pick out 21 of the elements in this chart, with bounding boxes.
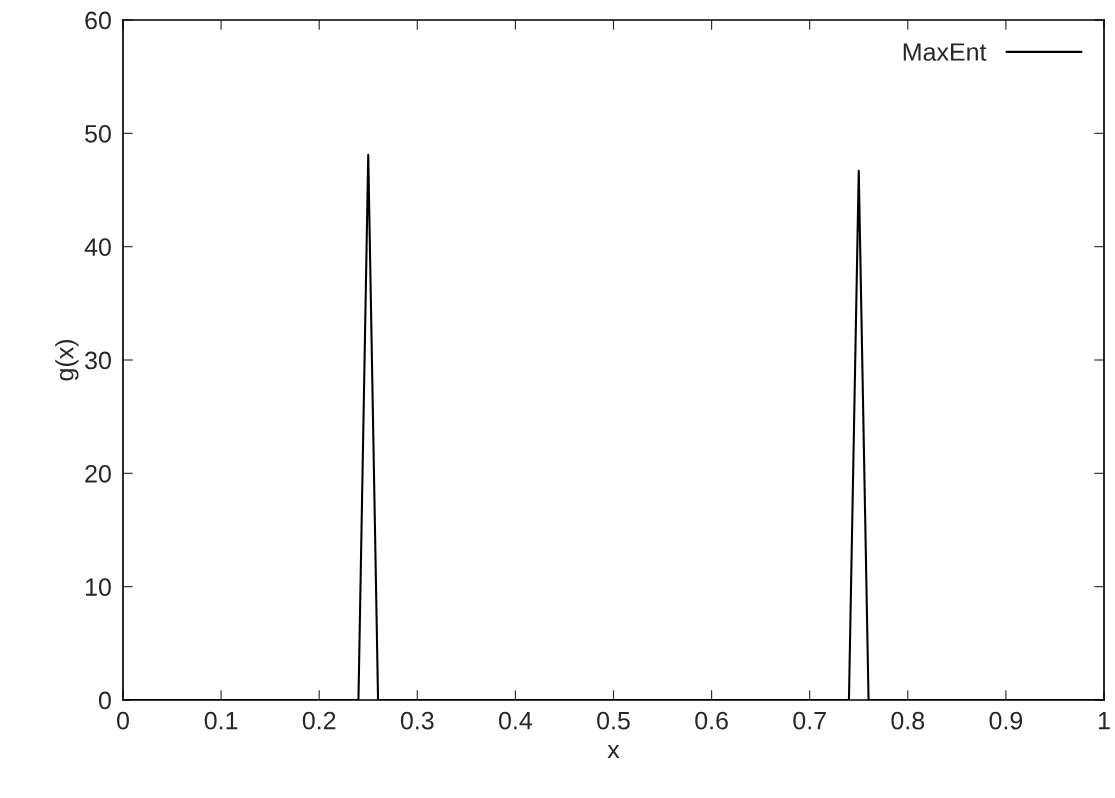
legend-label: MaxEnt: [903, 43, 987, 61]
y-tick-label: 40: [84, 238, 111, 256]
x-tick-label: 0.3: [400, 711, 434, 730]
y-tick-label: 50: [85, 124, 111, 143]
x-tick-label: 0.8: [891, 711, 925, 730]
x-tick-label: 0.7: [793, 711, 826, 730]
x-tick-label: 1: [1098, 712, 1110, 730]
x-tick-label: 0: [117, 711, 129, 730]
y-tick-label: 10: [85, 578, 111, 596]
y-tick-label: 30: [85, 351, 111, 370]
x-tick-label: 0.2: [302, 711, 336, 730]
x-tick-label: 0.9: [989, 711, 1023, 730]
y-tick-label: 20: [85, 464, 111, 483]
x-tick-label: 0.1: [204, 711, 238, 730]
x-axis-title: x: [607, 744, 620, 759]
y-tick-label: 0: [98, 691, 111, 710]
x-tick-label: 0.5: [597, 711, 630, 730]
x-tick-label: 0.6: [695, 711, 728, 730]
y-tick-label: 60: [85, 11, 111, 30]
y-axis-title: g(x): [55, 340, 79, 381]
x-tick-label: 0.4: [499, 711, 533, 730]
